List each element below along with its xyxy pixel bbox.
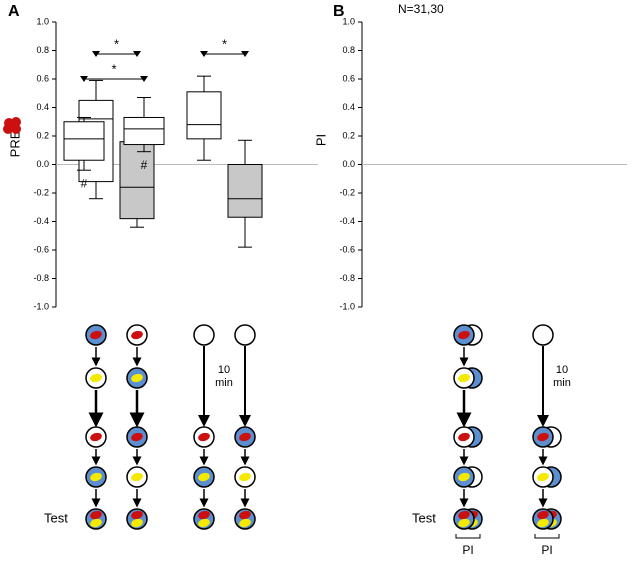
y-tick-label: -0.2	[339, 187, 355, 197]
odour	[458, 510, 470, 520]
y-tick-label: -0.8	[33, 273, 49, 283]
cup	[532, 324, 554, 346]
odour	[131, 518, 143, 528]
y-tick-label: 1.0	[36, 16, 49, 26]
box	[119, 141, 155, 220]
box	[123, 116, 165, 146]
y-tick-label: 0.0	[36, 159, 49, 169]
sig-end	[92, 51, 100, 57]
panel-label: B	[333, 3, 345, 20]
odour	[458, 518, 470, 528]
odour	[131, 373, 143, 383]
odour	[239, 518, 251, 528]
odour	[198, 432, 210, 442]
odour	[458, 432, 470, 442]
odour	[90, 330, 102, 340]
test-label: Test	[44, 510, 68, 525]
box	[227, 164, 263, 218]
odour	[239, 432, 251, 442]
box-mark: #	[81, 176, 88, 190]
panel-label: A	[8, 3, 20, 20]
box-mark: #	[141, 158, 148, 172]
odour	[537, 510, 549, 520]
sig-end	[241, 51, 249, 57]
odour	[198, 510, 210, 520]
cup	[234, 324, 256, 346]
sig-label: *	[114, 36, 119, 51]
odour	[131, 472, 143, 482]
odour	[131, 330, 143, 340]
y-tick-label: 0.4	[342, 102, 355, 112]
sig-label: *	[222, 36, 227, 51]
y-tick-label: -0.6	[339, 244, 355, 254]
pi-label: PI	[462, 543, 473, 557]
odour	[458, 330, 470, 340]
delay-label: min	[215, 377, 233, 389]
test-label: Test	[412, 510, 436, 525]
odour	[458, 373, 470, 383]
cup	[193, 324, 215, 346]
odour	[90, 432, 102, 442]
delay-label: min	[553, 377, 571, 389]
odour	[131, 432, 143, 442]
y-tick-label: -0.2	[33, 187, 49, 197]
y-tick-label: -0.6	[33, 244, 49, 254]
odour	[90, 518, 102, 528]
sig-end	[200, 51, 208, 57]
y-tick-label: -0.4	[339, 216, 355, 226]
sig-label: *	[111, 61, 116, 76]
box	[63, 121, 105, 161]
delay-label: 10	[218, 364, 230, 376]
odour	[198, 472, 210, 482]
pi-bracket	[534, 534, 560, 539]
pi-label: PI	[541, 543, 552, 557]
odour	[198, 518, 210, 528]
odour	[239, 472, 251, 482]
y-tick-label: 1.0	[342, 16, 355, 26]
subtitle: N=31,30	[398, 2, 444, 16]
y-tick-label: 0.6	[36, 73, 49, 83]
y-tick-label: -1.0	[33, 301, 49, 311]
y-tick-label: -0.4	[33, 216, 49, 226]
y-tick-label: -1.0	[339, 301, 355, 311]
y-tick-label: 0.2	[36, 130, 49, 140]
sig-end	[133, 51, 141, 57]
odour	[90, 472, 102, 482]
y-tick-label: 0.8	[342, 45, 355, 55]
odour	[537, 472, 549, 482]
y-tick-label: 0.4	[36, 102, 49, 112]
delay-label: 10	[556, 364, 568, 376]
y-axis-label: PI	[313, 134, 328, 146]
odour	[90, 373, 102, 383]
odour	[131, 510, 143, 520]
odour	[537, 432, 549, 442]
odour	[458, 472, 470, 482]
y-tick-label: 0.2	[342, 130, 355, 140]
y-tick-label: -0.8	[339, 273, 355, 283]
y-tick-label: 0.0	[342, 159, 355, 169]
odour-icon	[8, 121, 18, 131]
sig-end	[140, 76, 148, 82]
y-tick-label: 0.6	[342, 73, 355, 83]
odour	[90, 510, 102, 520]
box	[186, 91, 222, 140]
pi-bracket	[455, 534, 481, 539]
y-tick-label: 0.8	[36, 45, 49, 55]
odour	[537, 518, 549, 528]
sig-end	[80, 76, 88, 82]
odour	[239, 510, 251, 520]
